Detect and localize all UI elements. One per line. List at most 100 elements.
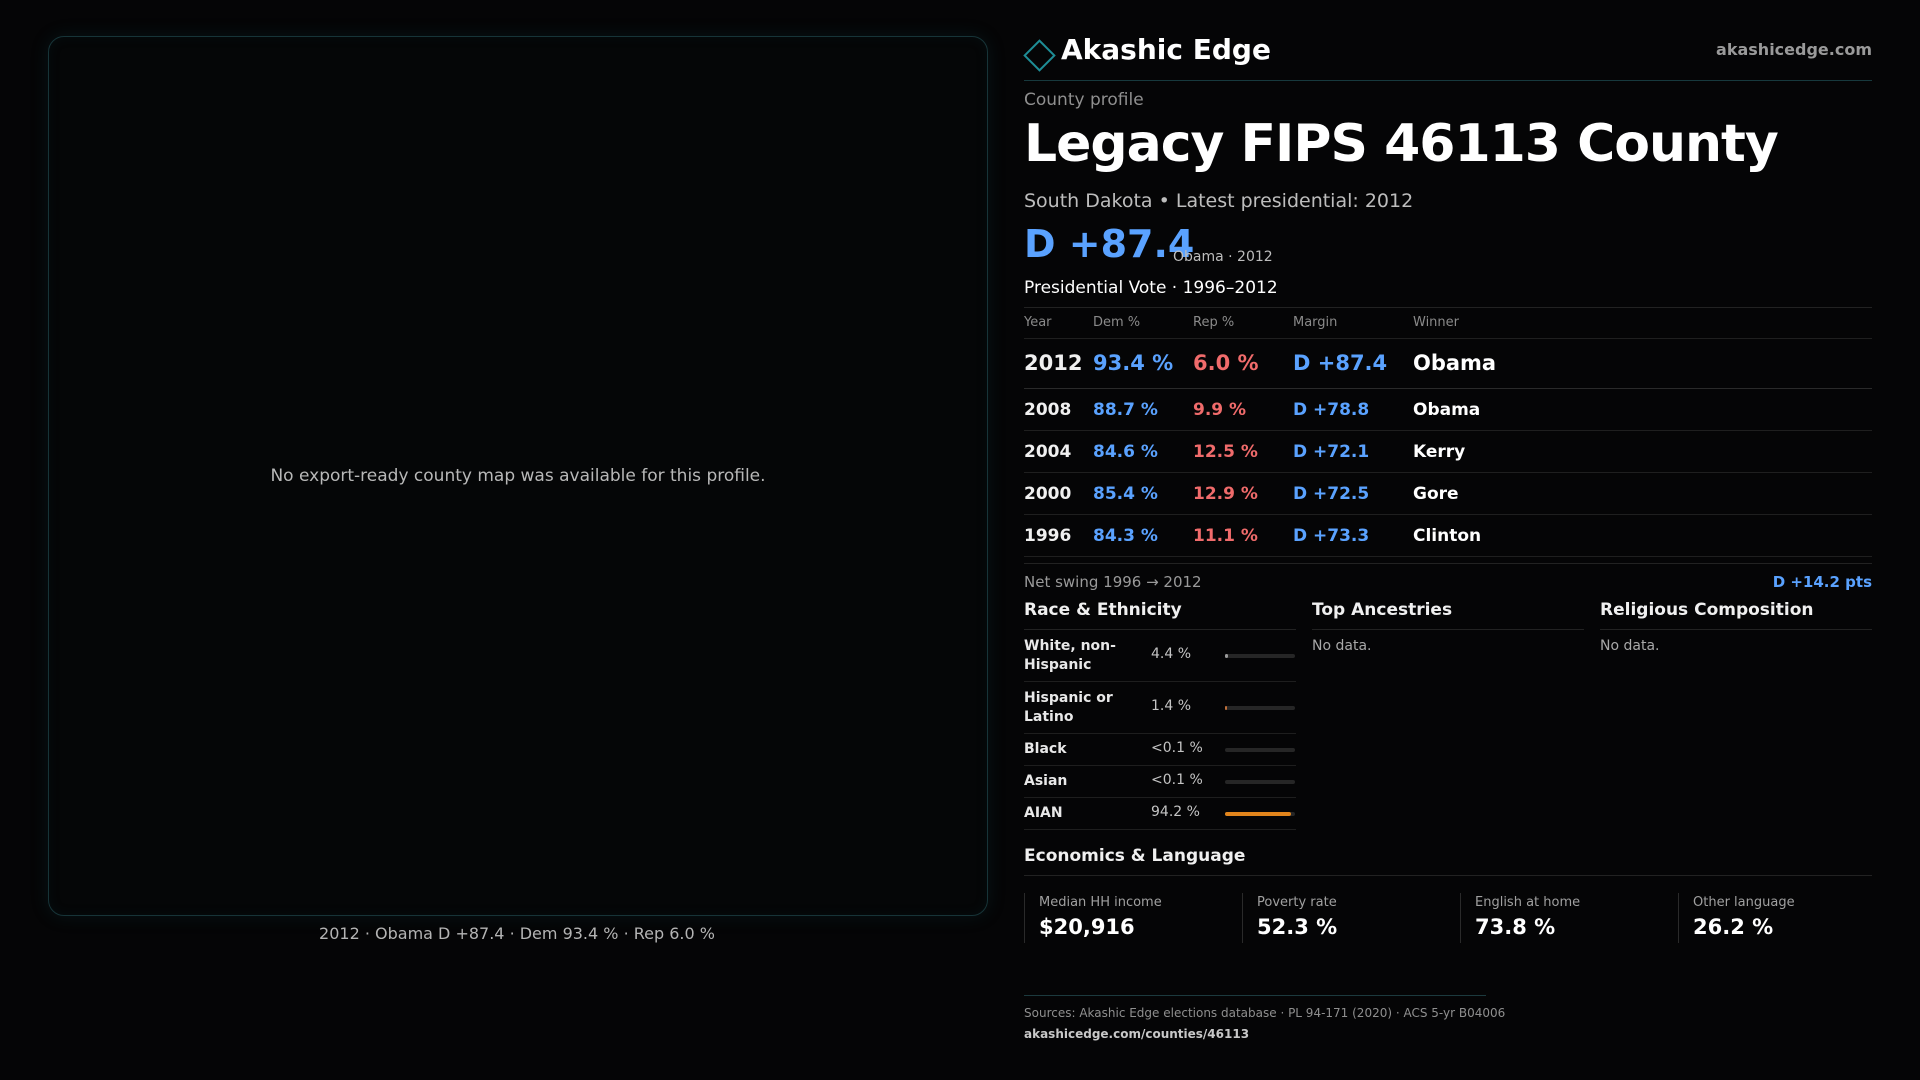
econ-value: 52.3 % — [1257, 915, 1338, 939]
footer-sources: Sources: Akashic Edge elections database… — [1024, 1006, 1506, 1020]
diamond-outline-icon — [1023, 39, 1056, 72]
econ-value: 26.2 % — [1693, 915, 1774, 939]
page-title: Legacy FIPS 46113 County — [1024, 114, 1779, 174]
header-rep: Rep % — [1193, 315, 1235, 330]
race-bar-fill — [1225, 654, 1228, 658]
table-row: 2004 84.6 % 12.5 % D +72.1 Kerry — [1024, 431, 1872, 473]
ancestries-title: Top Ancestries — [1312, 600, 1584, 630]
brand-header: Akashic Edge akashicedge.com — [1023, 30, 1872, 81]
net-swing-label: Net swing 1996 → 2012 — [1024, 573, 1202, 591]
econ-label: English at home — [1475, 895, 1581, 910]
race-pct: <0.1 % — [1151, 740, 1203, 756]
header-margin: Margin — [1293, 315, 1338, 330]
race-row: AIAN 94.2 % — [1024, 798, 1296, 830]
econ-label: Other language — [1693, 895, 1795, 910]
race-label: Hispanic or Latino — [1024, 690, 1113, 725]
religion-section: Religious Composition No data. — [1600, 600, 1872, 654]
religion-title: Religious Composition — [1600, 600, 1872, 630]
race-title: Race & Ethnicity — [1024, 600, 1296, 630]
brand-name[interactable]: Akashic Edge — [1061, 33, 1271, 66]
table-row: 2008 88.7 % 9.9 % D +78.8 Obama — [1024, 389, 1872, 431]
profile-subtitle: South Dakota • Latest presidential: 2012 — [1024, 190, 1414, 212]
race-label: Asian — [1024, 773, 1068, 789]
cell-winner: Clinton — [1413, 526, 1482, 546]
cell-dem: 93.4 % — [1093, 351, 1174, 375]
net-swing-row: Net swing 1996 → 2012 D +14.2 pts — [1024, 563, 1872, 596]
cell-dem: 85.4 % — [1093, 484, 1158, 504]
race-label: AIAN — [1024, 805, 1063, 821]
cell-year: 2000 — [1024, 484, 1072, 504]
race-pct: 4.4 % — [1151, 646, 1192, 662]
table-header-row: Year Dem % Rep % Margin Winner — [1024, 308, 1872, 339]
race-bar-track — [1225, 812, 1295, 816]
race-pct: 94.2 % — [1151, 804, 1200, 820]
cell-winner: Obama — [1413, 351, 1497, 375]
cell-rep: 11.1 % — [1193, 526, 1258, 546]
county-map-panel: No export-ready county map was available… — [48, 36, 988, 916]
cell-dem: 88.7 % — [1093, 400, 1158, 420]
footer-divider — [1024, 995, 1486, 996]
race-label: Black — [1024, 741, 1067, 757]
cell-margin: D +72.5 — [1293, 484, 1370, 504]
race-pct: <0.1 % — [1151, 772, 1203, 788]
cell-dem: 84.3 % — [1093, 526, 1158, 546]
profile-eyebrow: County profile — [1024, 90, 1144, 110]
map-empty-message: No export-ready county map was available… — [270, 466, 766, 486]
table-row: 1996 84.3 % 11.1 % D +73.3 Clinton — [1024, 515, 1872, 557]
cell-margin: D +78.8 — [1293, 400, 1370, 420]
economics-grid: Median HH income $20,916 Poverty rate 52… — [1024, 893, 1872, 943]
econ-card-other-language: Other language 26.2 % — [1678, 893, 1873, 943]
footer-url-link[interactable]: akashicedge.com/counties/46113 — [1024, 1027, 1250, 1041]
race-ethnicity-section: Race & Ethnicity White, non-Hispanic 4.4… — [1024, 600, 1296, 830]
header-dem: Dem % — [1093, 315, 1141, 330]
race-pct: 1.4 % — [1151, 698, 1192, 714]
race-bar-track — [1225, 780, 1295, 784]
cell-margin: D +87.4 — [1293, 351, 1388, 375]
cell-margin: D +72.1 — [1293, 442, 1370, 462]
cell-winner: Obama — [1413, 400, 1481, 420]
econ-value: $20,916 — [1039, 915, 1135, 939]
religion-empty: No data. — [1600, 638, 1660, 654]
econ-label: Median HH income — [1039, 895, 1162, 910]
cell-year: 1996 — [1024, 526, 1072, 546]
cell-rep: 6.0 % — [1193, 351, 1259, 375]
cell-margin: D +73.3 — [1293, 526, 1370, 546]
race-row: Hispanic or Latino 1.4 % — [1024, 682, 1296, 734]
cell-dem: 84.6 % — [1093, 442, 1158, 462]
econ-card-poverty: Poverty rate 52.3 % — [1242, 893, 1457, 943]
net-swing-value: D +14.2 pts — [1772, 573, 1872, 591]
header-year: Year — [1024, 315, 1052, 330]
map-caption: 2012 · Obama D +87.4 · Dem 93.4 % · Rep … — [319, 924, 715, 943]
table-row: 2012 93.4 % 6.0 % D +87.4 Obama — [1024, 339, 1872, 389]
cell-rep: 12.9 % — [1193, 484, 1258, 504]
race-row: Black <0.1 % — [1024, 734, 1296, 766]
race-bar-track — [1225, 654, 1295, 658]
economics-title: Economics & Language — [1024, 846, 1872, 876]
race-bar-track — [1225, 706, 1295, 710]
race-label: White, non-Hispanic — [1024, 638, 1116, 673]
table-row: 2000 85.4 % 12.9 % D +72.5 Gore — [1024, 473, 1872, 515]
econ-card-english: English at home 73.8 % — [1460, 893, 1675, 943]
race-bar-track — [1225, 748, 1295, 752]
cell-winner: Kerry — [1413, 442, 1466, 462]
econ-value: 73.8 % — [1475, 915, 1556, 939]
cell-winner: Gore — [1413, 484, 1459, 504]
cell-year: 2012 — [1024, 351, 1083, 375]
vote-history-title: Presidential Vote · 1996–2012 — [1024, 278, 1278, 298]
cell-year: 2004 — [1024, 442, 1072, 462]
econ-label: Poverty rate — [1257, 895, 1337, 910]
race-row: White, non-Hispanic 4.4 % — [1024, 630, 1296, 682]
headline-note: Obama · 2012 — [1173, 249, 1273, 265]
vote-history-table: Year Dem % Rep % Margin Winner 2012 93.4… — [1024, 307, 1872, 557]
cell-rep: 9.9 % — [1193, 400, 1247, 420]
race-bar-fill — [1225, 812, 1291, 816]
header-winner: Winner — [1413, 315, 1460, 330]
race-row: Asian <0.1 % — [1024, 766, 1296, 798]
ancestries-section: Top Ancestries No data. — [1312, 600, 1584, 654]
econ-card-income: Median HH income $20,916 — [1024, 893, 1239, 943]
headline-margin: D +87.4 — [1024, 222, 1195, 266]
race-bar-fill — [1225, 706, 1227, 710]
ancestries-empty: No data. — [1312, 638, 1372, 654]
brand-url-link[interactable]: akashicedge.com — [1716, 40, 1872, 59]
